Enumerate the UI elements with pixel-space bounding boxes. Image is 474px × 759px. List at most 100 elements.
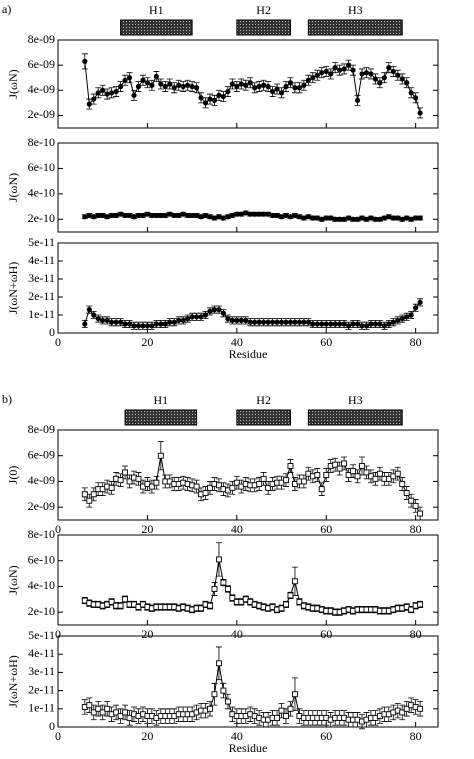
y-tick-label: 8e-09 <box>28 422 55 436</box>
marker <box>82 214 88 220</box>
marker <box>413 305 419 311</box>
plot-frame <box>57 242 439 334</box>
y-tick-label: 3e-11 <box>28 664 55 678</box>
marker <box>363 323 370 329</box>
marker <box>292 319 298 325</box>
marker <box>157 452 164 459</box>
marker <box>323 68 329 75</box>
marker <box>377 80 383 86</box>
marker <box>305 214 311 220</box>
marker <box>252 85 258 91</box>
marker <box>189 314 195 320</box>
x-tick-label: 20 <box>141 335 153 349</box>
marker <box>332 321 338 327</box>
marker <box>225 88 231 95</box>
marker <box>144 323 151 329</box>
marker <box>215 556 222 563</box>
marker <box>229 317 235 323</box>
marker <box>149 323 155 329</box>
marker <box>215 660 222 667</box>
marker <box>278 319 285 325</box>
marker <box>381 215 387 221</box>
y-tick-label: 2e-09 <box>28 107 55 121</box>
plot-frame <box>57 142 439 233</box>
marker <box>193 483 200 490</box>
marker <box>198 605 205 612</box>
marker <box>117 211 124 217</box>
plot-frame <box>57 635 439 728</box>
marker <box>167 211 173 217</box>
marker <box>332 65 338 71</box>
marker <box>345 323 352 329</box>
marker <box>269 212 276 219</box>
marker <box>117 83 124 90</box>
marker <box>229 484 236 491</box>
y-tick-label: 4e-11 <box>28 646 55 660</box>
marker <box>337 67 343 73</box>
marker <box>386 321 392 327</box>
marker <box>238 81 244 87</box>
marker <box>359 71 365 77</box>
marker <box>287 214 294 220</box>
x-tick-label: 60 <box>320 335 332 349</box>
marker <box>403 490 410 496</box>
marker <box>171 319 177 325</box>
marker <box>417 510 424 517</box>
helix-label: H3 <box>348 3 363 17</box>
marker <box>363 70 370 76</box>
marker <box>301 319 307 325</box>
marker <box>144 80 151 86</box>
y-axis-label: J(ωN) <box>6 565 20 594</box>
y-tick-label: 0 <box>49 719 55 733</box>
marker <box>122 469 129 476</box>
marker <box>117 319 124 325</box>
plot-frame <box>57 534 439 626</box>
marker <box>100 212 106 219</box>
y-tick-label: 2e-11 <box>28 682 55 696</box>
x-tick-label: 80 <box>410 335 422 349</box>
marker <box>417 215 423 221</box>
marker <box>176 317 182 323</box>
marker <box>207 705 213 712</box>
marker <box>135 323 142 329</box>
y-tick-label: 6e-10 <box>28 160 55 174</box>
marker <box>225 316 231 322</box>
marker <box>82 58 88 64</box>
marker <box>296 319 303 325</box>
marker <box>359 323 365 329</box>
y-tick-label: 3e-11 <box>28 271 55 285</box>
marker <box>408 497 415 504</box>
marker <box>233 479 240 486</box>
x-tick-label: 0 <box>55 627 61 641</box>
marker <box>144 211 151 217</box>
panel: 2e-10 4e-10 6e-10 8e-10 0 20 40 60 80 J(ωN) <box>6 527 439 641</box>
marker <box>108 598 115 605</box>
marker <box>314 215 320 221</box>
marker <box>140 77 146 83</box>
marker <box>341 460 348 467</box>
x-tick-label: 60 <box>320 627 332 641</box>
marker <box>287 592 294 599</box>
marker <box>328 71 334 77</box>
marker <box>395 215 401 221</box>
marker <box>368 215 374 221</box>
marker <box>149 212 155 219</box>
marker <box>91 312 97 318</box>
marker <box>310 75 316 81</box>
marker <box>394 470 401 477</box>
y-tick-label: 8e-09 <box>28 32 55 46</box>
marker <box>314 321 320 327</box>
marker <box>305 77 311 83</box>
marker <box>332 216 338 222</box>
marker <box>153 212 159 219</box>
marker <box>372 321 379 327</box>
marker <box>328 215 334 221</box>
y-axis-label: J(ωN) <box>6 173 20 202</box>
marker <box>274 714 281 721</box>
y-axis-label: J(ωN+ωH) <box>6 655 20 708</box>
marker <box>117 477 124 484</box>
marker <box>314 472 321 478</box>
marker <box>220 93 227 100</box>
marker <box>310 321 316 327</box>
marker <box>341 66 347 72</box>
